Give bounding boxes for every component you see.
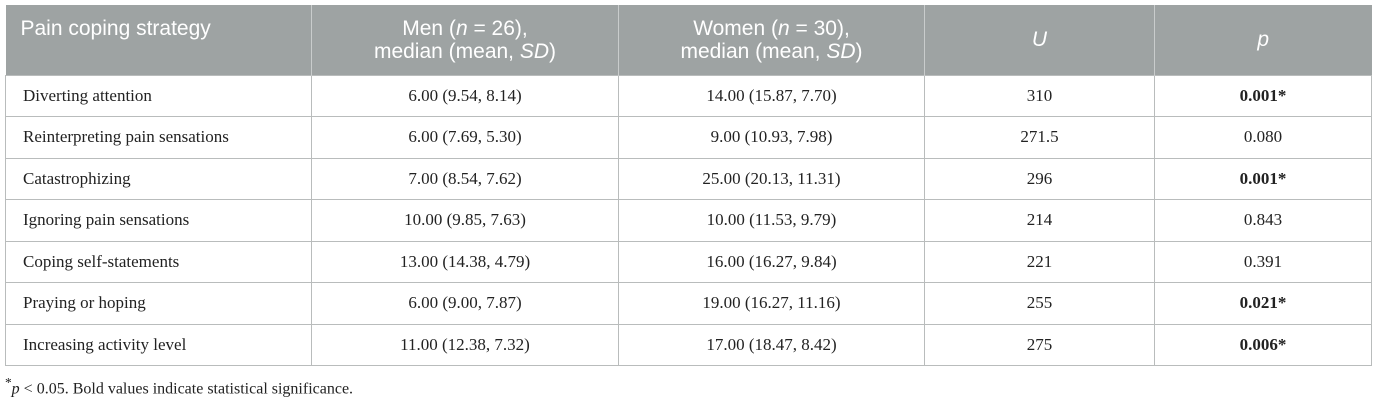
cell-men: 7.00 (8.54, 7.62) xyxy=(311,157,619,200)
cell-strategy: Praying or hoping xyxy=(5,282,312,325)
table-row: Catastrophizing 7.00 (8.54, 7.62) 25.00 (2… xyxy=(5,157,1372,200)
cell-women: 19.00 (16.27, 11.16) xyxy=(618,282,925,325)
table-row: Coping self-statements 13.00 (14.38, 4.79… xyxy=(5,240,1372,283)
cell-u: 310 xyxy=(924,74,1155,117)
cell-p: 0.843 xyxy=(1154,199,1372,242)
header-women-post: = 30), xyxy=(789,16,850,40)
header-u-label: U xyxy=(1031,28,1048,52)
cell-p: 0.021* xyxy=(1154,282,1372,325)
cell-p: 0.001* xyxy=(1154,157,1372,200)
header-strategy: Pain coping strategy xyxy=(5,5,312,75)
header-men: Men (n = 26), median (mean, SD) xyxy=(311,5,619,75)
cell-p: 0.080 xyxy=(1154,116,1372,159)
cell-men: 13.00 (14.38, 4.79) xyxy=(311,240,619,283)
cell-men: 6.00 (9.00, 7.87) xyxy=(311,282,619,325)
header-women-line1: Women (n = 30), xyxy=(629,17,914,40)
cell-strategy: Catastrophizing xyxy=(5,157,312,200)
footnote-text: < 0.05. Bold values indicate statistical… xyxy=(19,380,354,398)
table-header: Pain coping strategy Men (n = 26), media… xyxy=(5,5,1372,75)
cell-men: 11.00 (12.38, 7.32) xyxy=(311,323,619,366)
cell-u: 275 xyxy=(924,323,1155,366)
header-men-line2: median (mean, SD) xyxy=(322,40,608,63)
header-u: U xyxy=(924,5,1155,75)
cell-u: 214 xyxy=(924,199,1155,242)
cell-strategy: Ignoring pain sensations xyxy=(5,199,312,242)
cell-u: 271.5 xyxy=(924,116,1155,159)
header-strategy-label: Pain coping strategy xyxy=(20,17,211,40)
footnote-p: p xyxy=(11,380,20,398)
header-women-sd: SD xyxy=(826,39,856,63)
table-row: Ignoring pain sensations 10.00 (9.85, 7.6… xyxy=(5,199,1372,242)
cell-women: 9.00 (10.93, 7.98) xyxy=(618,116,925,159)
header-women-pre: Women ( xyxy=(693,16,778,40)
table-body: Diverting attention 6.00 (9.54, 8.14) 14.0… xyxy=(5,74,1372,366)
header-men-median: median (mean, xyxy=(373,39,520,63)
cell-strategy: Increasing activity level xyxy=(5,323,312,366)
cell-strategy: Reinterpreting pain sensations xyxy=(5,116,312,159)
header-men-close: ) xyxy=(549,39,557,63)
cell-u: 221 xyxy=(924,240,1155,283)
cell-u: 296 xyxy=(924,157,1155,200)
header-men-post: = 26), xyxy=(467,16,528,40)
cell-strategy: Diverting attention xyxy=(5,74,312,117)
cell-women: 14.00 (15.87, 7.70) xyxy=(618,74,925,117)
cell-women: 16.00 (16.27, 9.84) xyxy=(618,240,925,283)
cell-p: 0.391 xyxy=(1154,240,1372,283)
table-row: Praying or hoping 6.00 (9.00, 7.87) 19.00 … xyxy=(5,282,1372,325)
table-row: Reinterpreting pain sensations 6.00 (7.69… xyxy=(5,116,1372,159)
header-women-median: median (mean, xyxy=(680,39,827,63)
table-footnote: *p < 0.05. Bold values indicate statisti… xyxy=(5,375,353,398)
cell-women: 10.00 (11.53, 9.79) xyxy=(618,199,925,242)
table-row: Diverting attention 6.00 (9.54, 8.14) 14.0… xyxy=(5,74,1372,117)
header-women-line2: median (mean, SD) xyxy=(629,40,914,63)
header-men-line1: Men (n = 26), xyxy=(322,17,608,40)
coping-strategy-table: Pain coping strategy Men (n = 26), media… xyxy=(5,5,1372,366)
header-women-close: ) xyxy=(855,39,863,63)
cell-women: 17.00 (18.47, 8.42) xyxy=(618,323,925,366)
header-men-pre: Men ( xyxy=(402,16,456,40)
cell-strategy: Coping self-statements xyxy=(5,240,312,283)
header-men-n: n xyxy=(455,16,468,40)
cell-men: 10.00 (9.85, 7.63) xyxy=(311,199,619,242)
cell-women: 25.00 (20.13, 11.31) xyxy=(618,157,925,200)
cell-men: 6.00 (7.69, 5.30) xyxy=(311,116,619,159)
cell-p: 0.006* xyxy=(1154,323,1372,366)
header-men-sd: SD xyxy=(519,39,550,63)
footnote-star: * xyxy=(5,375,12,390)
header-p-label: p xyxy=(1257,28,1270,52)
header-women-n: n xyxy=(778,16,790,40)
header-p: p xyxy=(1154,5,1372,75)
cell-p: 0.001* xyxy=(1154,74,1372,117)
header-women: Women (n = 30), median (mean, SD) xyxy=(618,5,925,75)
header-row: Pain coping strategy Men (n = 26), media… xyxy=(5,5,1372,75)
cell-u: 255 xyxy=(924,282,1155,325)
cell-men: 6.00 (9.54, 8.14) xyxy=(311,74,619,117)
table-row: Increasing activity level 11.00 (12.38, 7… xyxy=(5,323,1372,366)
